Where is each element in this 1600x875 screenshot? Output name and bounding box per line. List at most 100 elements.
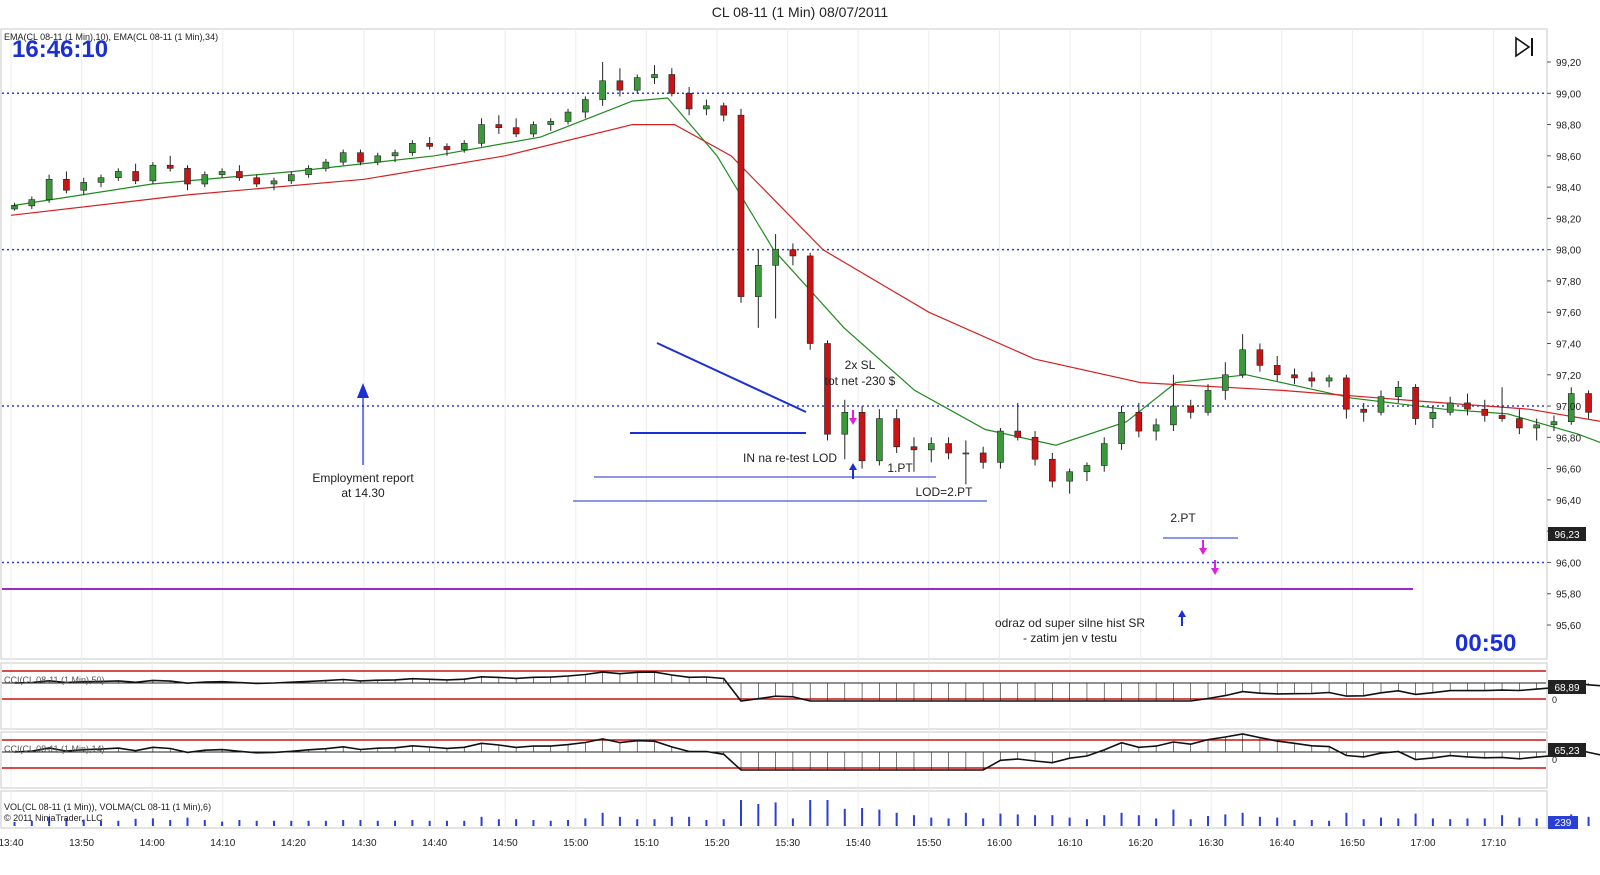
x-tick-label: 14:00 [140,838,165,849]
cci2-badge: 65,23 [1548,743,1586,757]
candle [1100,437,1108,472]
candle [1049,452,1056,488]
candle-body [1481,408,1489,416]
candle-body [97,177,105,183]
candle-body [495,124,503,128]
sl-label: 2x SL [845,358,876,372]
price-panel-frame [0,28,1548,660]
cci2-zero-label: 0 [1552,755,1557,765]
up-arrow-icon [357,383,369,398]
candle [45,174,53,203]
candle [755,249,762,328]
candle-body [806,255,814,344]
candle-body [1049,458,1056,482]
candle-body [1360,408,1367,413]
candle-body [1498,415,1506,419]
exit-arrow-icon [1211,568,1219,575]
candle-body [1394,386,1402,397]
candle [1239,334,1246,378]
x-tick-label: 16:20 [1128,838,1153,849]
candle [962,440,970,485]
candle-body [1100,443,1108,466]
candle-body [201,174,209,185]
odraz-label: odraz od super silne hist SR [995,616,1145,630]
x-tick-label: 15:50 [916,838,941,849]
pt2-label: 2.PT [1170,511,1196,525]
candle-body [1325,377,1333,382]
cci1-badge: 68,89 [1548,680,1586,694]
candle-body [253,177,260,185]
candle [1256,343,1264,372]
trendline [656,342,807,413]
candle [426,137,433,150]
candle [1498,387,1506,422]
candle [11,202,18,211]
candle [789,243,797,266]
candle-body [270,180,278,185]
svg-text:68,89: 68,89 [1554,683,1579,694]
y-tick-label: 95,60 [1556,621,1581,632]
candle-body [1014,430,1022,438]
candle-body [1550,421,1558,426]
candle-body [1464,402,1471,410]
candle-body [115,171,122,179]
candle [1360,402,1367,422]
candle-body [582,99,589,113]
candle-body [1429,412,1437,419]
candle [1066,468,1073,494]
candle-body [703,105,710,110]
candle-body [218,171,226,175]
candle-body [1533,424,1540,429]
candle-body [979,452,987,463]
candle [1187,399,1195,419]
candle [374,152,382,166]
candle [582,96,589,119]
skip-to-end-icon[interactable] [1513,36,1535,58]
candle [443,143,451,156]
candle-body [322,161,330,169]
candle [63,171,70,194]
candle [1291,368,1298,385]
cci14-line [14,733,1600,771]
candle-body [668,74,676,94]
candle-body [184,168,191,185]
y-tick-label: 96,80 [1556,433,1581,444]
candle [322,158,330,172]
x-tick-label: 15:20 [704,838,729,849]
candle-body [789,249,797,257]
candle [253,174,260,188]
candle [1135,402,1143,438]
volume-label: VOL(CL 08-11 (1 Min)), VOLMA(CL 08-11 (1… [4,802,211,812]
candle [1170,374,1177,432]
y-tick-label: 96,00 [1556,558,1581,569]
exit-arrow-icon [849,418,857,425]
candle-body [45,178,53,200]
candle-body [1083,465,1091,473]
candle [1343,374,1350,419]
candle [599,62,606,106]
candle [1481,399,1489,422]
candle [201,171,209,188]
candle [668,68,676,97]
x-tick-label: 17:10 [1481,838,1506,849]
candle-body [1446,402,1454,413]
candle [1222,362,1229,400]
candle [737,108,745,303]
indicator-label: EMA(CL 08-11 (1 Min),10), EMA(CL 08-11 (… [4,32,219,42]
candle [1118,406,1125,450]
candle-body [1585,393,1592,413]
candle [305,165,312,178]
candle-body [1152,424,1160,432]
candle-body [1118,412,1125,444]
candle [166,155,174,172]
candle [530,121,537,138]
candle-body [236,171,243,179]
y-tick-label: 96,60 [1556,465,1581,476]
y-tick-label: 98,80 [1556,121,1581,132]
candle-body [1066,471,1073,482]
candle [184,165,191,191]
x-tick-label: 13:50 [69,838,94,849]
candle-body [426,143,433,147]
chart-title: CL 08-11 (1 Min) 08/07/2011 [711,4,889,20]
